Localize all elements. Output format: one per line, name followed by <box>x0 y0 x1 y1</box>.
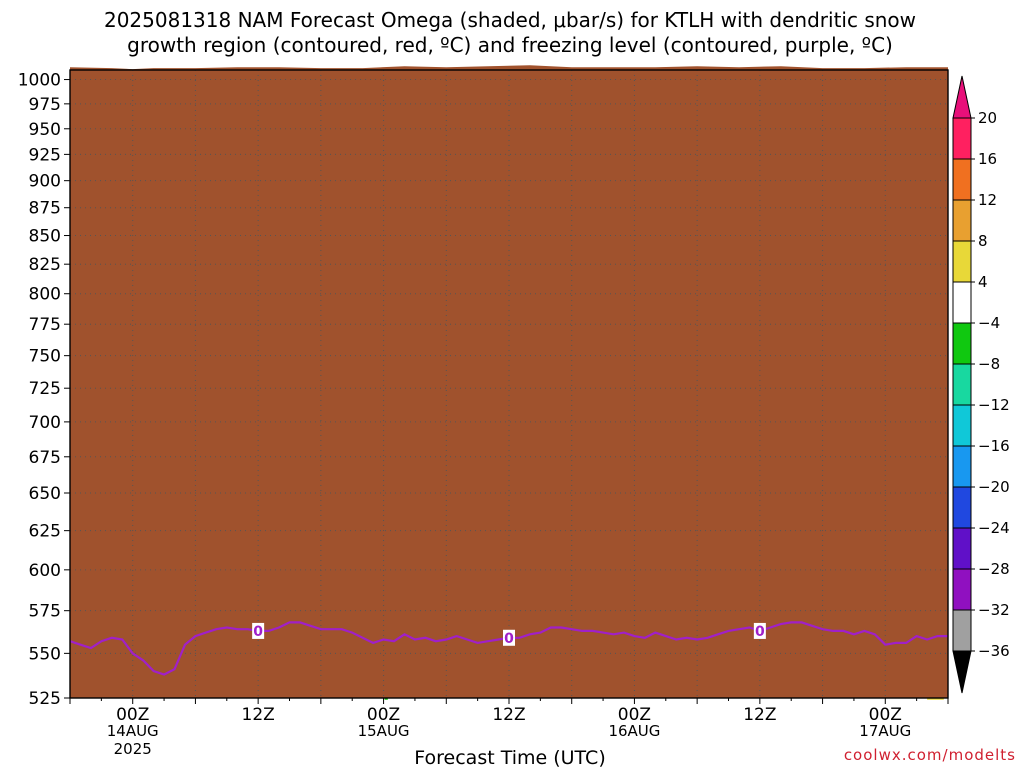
y-tick-label-1000: 1000 <box>18 71 61 91</box>
y-tick-label-650: 650 <box>29 484 61 504</box>
terrain-layer <box>70 65 948 699</box>
y-tick-label-875: 875 <box>29 199 61 219</box>
x-tick-label-6: 00Z <box>869 705 902 725</box>
colorbar-label-8: −16 <box>978 437 1010 455</box>
colorbar-segment-2 <box>952 199 972 242</box>
colorbar-top-arrow <box>952 75 972 119</box>
colorbar-label-5: −4 <box>978 314 1000 332</box>
y-tick-label-800: 800 <box>29 285 61 305</box>
freezing-level-layer: 0 0 0 <box>69 621 948 676</box>
colorbar-label-4: 4 <box>978 273 988 291</box>
y-tick-label-525: 525 <box>29 689 61 709</box>
colorbar-segment-4 <box>952 281 972 324</box>
y-tick-label-825: 825 <box>29 255 61 275</box>
colorbar-label-2: 12 <box>978 191 997 209</box>
freezing-label-bg-0 <box>252 622 265 639</box>
colorbar-segment-6 <box>952 363 972 406</box>
colorbar-segment-3 <box>952 240 972 283</box>
chart-title-line-2: growth region (contoured, red, ºC) and f… <box>127 33 893 57</box>
y-tick-label-975: 975 <box>29 95 61 115</box>
x-tick-label-0: 00Z <box>116 705 149 725</box>
y-axis: 525 550 575 600 625 650 675 700 725 750 775 800 825 8… <box>18 71 70 709</box>
freezing-level-label-0: 0 <box>253 624 263 640</box>
y-tick-label-575: 575 <box>29 602 61 622</box>
colorbar-segment-8 <box>952 445 972 488</box>
x-tick-label-1: 12Z <box>242 705 275 725</box>
y-tick-label-675: 675 <box>29 448 61 468</box>
colorbar-segment-1 <box>952 158 972 201</box>
colorbar-label-11: −28 <box>978 560 1010 578</box>
colorbar-label-10: −24 <box>978 519 1010 537</box>
x-year-label-0: 2025 <box>114 740 152 758</box>
colorbar-label-6: −8 <box>978 355 1000 373</box>
x-tick-label-3: 12Z <box>492 705 525 725</box>
colorbar-segment-5 <box>952 322 972 365</box>
freezing-label-bg-2 <box>753 622 766 639</box>
freezing-label-bg-1 <box>503 629 515 646</box>
colorbar-label-9: −20 <box>978 478 1010 496</box>
plot-area: 0 0 0 <box>69 65 949 700</box>
terrain-band <box>70 65 948 699</box>
x-tick-label-4: 00Z <box>618 705 651 725</box>
y-tick-label-750: 750 <box>29 347 61 367</box>
colorbar-segment-11 <box>952 568 972 611</box>
colorbar-segment-10 <box>952 527 972 570</box>
x-date-label-2: 15AUG <box>358 722 410 740</box>
credit-text: coolwx.com/modelts <box>844 746 1016 764</box>
x-tick-label-5: 12Z <box>743 705 776 725</box>
colorbar-label-3: 8 <box>978 232 988 250</box>
y-tick-label-725: 725 <box>29 379 61 399</box>
y-tick-label-625: 625 <box>29 522 61 542</box>
colorbar: 20 16 12 8 4 −4 −8 −12 −16 −20 −24 −28 −32 −36 <box>952 75 1010 694</box>
x-axis-label: Forecast Time (UTC) <box>414 747 605 768</box>
y-tick-label-950: 950 <box>29 120 61 140</box>
colorbar-label-12: −32 <box>978 601 1010 619</box>
colorbar-label-13: −36 <box>978 642 1010 660</box>
colorbar-label-7: −12 <box>978 396 1010 414</box>
colorbar-segment-9 <box>952 486 972 529</box>
colorbar-segment-12 <box>952 609 972 652</box>
y-tick-label-700: 700 <box>29 413 61 433</box>
colorbar-bottom-arrow <box>952 650 972 694</box>
x-date-label-4: 16AUG <box>608 722 660 740</box>
y-tick-label-775: 775 <box>29 315 61 335</box>
y-tick-label-850: 850 <box>29 227 61 247</box>
colorbar-label-1: 16 <box>978 150 997 168</box>
freezing-level-label-2: 0 <box>755 624 765 640</box>
x-tick-label-2: 00Z <box>367 705 400 725</box>
colorbar-segment-7 <box>952 404 972 447</box>
colorbar-segment-0 <box>952 117 972 160</box>
x-date-label-0: 14AUG <box>107 722 159 740</box>
freezing-level-label-1: 0 <box>504 631 514 647</box>
y-tick-label-925: 925 <box>29 145 61 165</box>
colorbar-label-0: 20 <box>978 109 997 127</box>
y-tick-label-600: 600 <box>29 561 61 581</box>
y-tick-label-900: 900 <box>29 172 61 192</box>
y-tick-label-550: 550 <box>29 644 61 664</box>
chart-title-line-1: 2025081318 NAM Forecast Omega (shaded, μ… <box>104 8 916 32</box>
x-date-label-6: 17AUG <box>859 722 911 740</box>
